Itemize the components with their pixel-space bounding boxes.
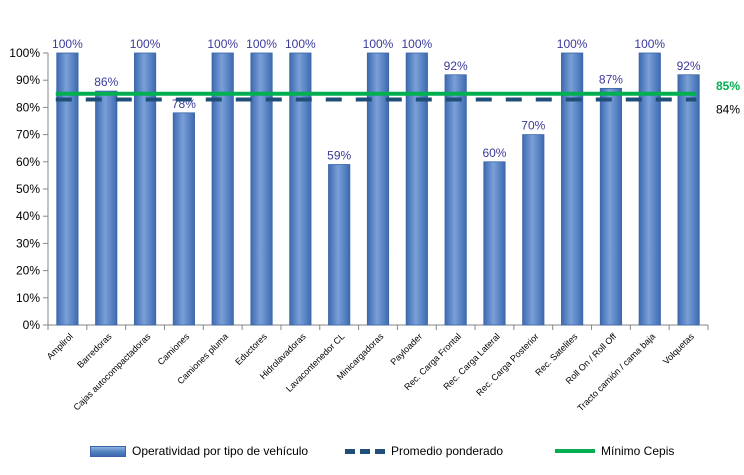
- bar: [483, 161, 506, 326]
- bars-series: 100%86%100%78%100% 100% 100%59%100% 100%92%…: [52, 37, 701, 326]
- legend-item-operatividad: Operatividad por tipo de vehículo: [90, 444, 308, 458]
- bar-data-label: 100%: [130, 37, 161, 51]
- bar: [289, 52, 312, 326]
- bar-data-label: 100%: [634, 37, 665, 51]
- bar: [250, 52, 273, 326]
- bar: [599, 87, 623, 326]
- reference-lines: 85% 84%: [55, 79, 740, 117]
- y-tick-label: 30%: [16, 236, 40, 250]
- x-category-label: Amplirol: [45, 331, 75, 361]
- bar: [56, 52, 79, 326]
- legend-label-operatividad: Operatividad por tipo de vehículo: [132, 444, 309, 458]
- bar: [133, 52, 157, 326]
- y-tick-label: 70%: [16, 128, 40, 142]
- bar-data-label: 92%: [444, 59, 468, 73]
- bar: [444, 74, 467, 326]
- legend-label-minimo: Mínimo Cepis: [601, 444, 675, 458]
- bar-data-label: 92%: [677, 59, 701, 73]
- x-category-label: Eductores: [233, 331, 269, 367]
- bar: [366, 52, 390, 326]
- bar-data-label: 59%: [327, 149, 351, 163]
- y-tick-label: 50%: [16, 182, 40, 196]
- bar-data-label: 86%: [94, 75, 118, 89]
- bar: [211, 52, 234, 326]
- y-tick-label: 0%: [23, 318, 41, 332]
- bar-data-label: 100%: [285, 37, 316, 51]
- bar: [328, 164, 351, 326]
- x-category-label: Camiones: [156, 331, 192, 367]
- bar: [172, 112, 195, 326]
- bar: [95, 90, 118, 326]
- y-tick-label: 90%: [16, 73, 40, 87]
- legend: Operatividad por tipo de vehículo Promed…: [0, 440, 744, 466]
- promedio-ponderado-label: 84%: [716, 103, 740, 117]
- bar-data-label: 100%: [363, 37, 394, 51]
- x-category-label: Volquetas: [661, 331, 696, 366]
- bar-data-label: 100%: [401, 37, 432, 51]
- bar: [677, 74, 700, 326]
- bar-data-label: 100%: [207, 37, 238, 51]
- bar-data-label: 100%: [557, 37, 588, 51]
- legend-swatch-dashed: [345, 448, 385, 454]
- bar: [522, 134, 545, 326]
- bar-data-label: 100%: [52, 37, 83, 51]
- bar: [638, 52, 661, 326]
- bar-data-label: 60%: [482, 146, 506, 160]
- x-category-label: Cajas autocompactadoras: [71, 331, 152, 412]
- y-tick-label: 100%: [9, 46, 40, 60]
- y-axis: 0% 10% 20% 30% 40% 50% 60% 70% 80% 90% 100%: [9, 46, 49, 332]
- x-category-label: Barredoras: [75, 331, 114, 370]
- legend-swatch-line: [555, 449, 595, 453]
- x-category-label: Payloader: [389, 331, 425, 367]
- legend-label-promedio: Promedio ponderado: [391, 444, 504, 458]
- x-category-label: Tracto camión / cama baja: [575, 331, 657, 413]
- bar-data-label: 70%: [521, 119, 545, 133]
- legend-item-promedio: Promedio ponderado: [345, 444, 503, 458]
- legend-item-minimo: Mínimo Cepis: [555, 444, 674, 458]
- bar-data-label: 87%: [599, 72, 623, 86]
- y-tick-label: 10%: [16, 291, 40, 305]
- y-tick-label: 20%: [16, 264, 40, 278]
- bar-chart: 0% 10% 20% 30% 40% 50% 60% 70% 80% 90% 100% Amplir…: [9, 37, 740, 413]
- bar-data-label: 100%: [246, 37, 277, 51]
- bar: [405, 52, 428, 326]
- y-tick-label: 60%: [16, 155, 40, 169]
- legend-swatch-bar: [90, 445, 126, 457]
- y-tick-label: 80%: [16, 100, 40, 114]
- y-tick-label: 40%: [16, 209, 40, 223]
- bar: [561, 52, 584, 326]
- minimo-cepis-label: 85%: [716, 79, 740, 93]
